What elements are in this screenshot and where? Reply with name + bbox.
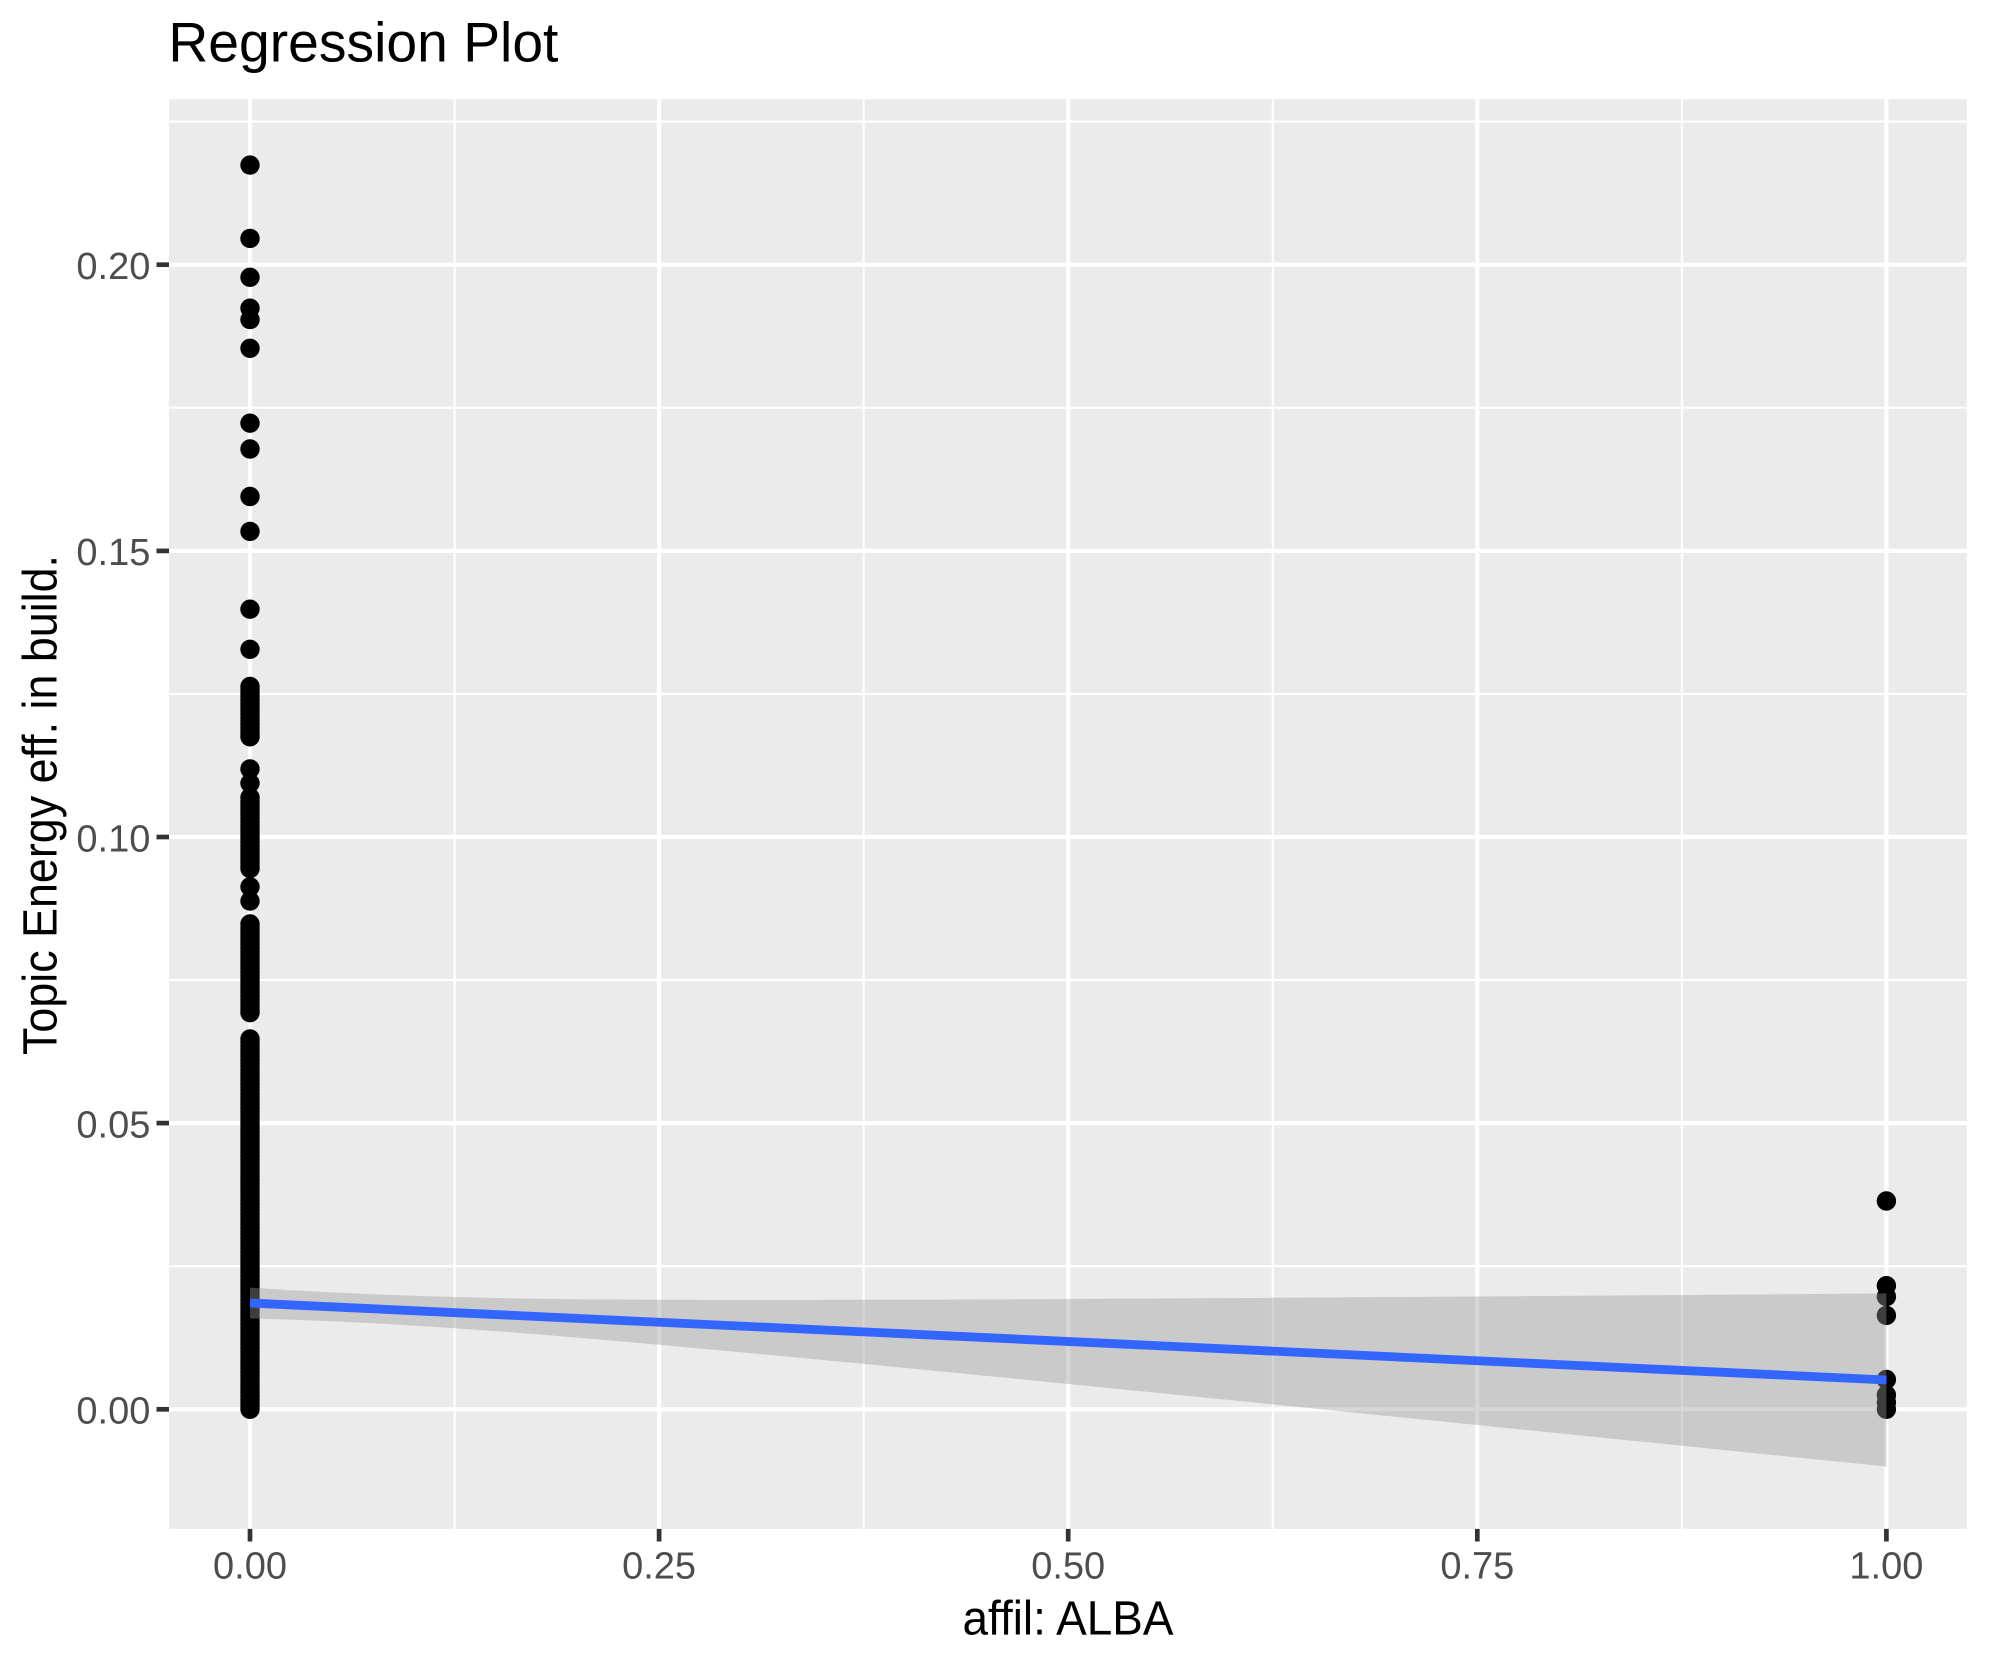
svg-text:0.25: 0.25 bbox=[622, 1545, 696, 1587]
svg-text:0.20: 0.20 bbox=[76, 246, 150, 288]
svg-text:0.15: 0.15 bbox=[76, 532, 150, 574]
svg-text:0.05: 0.05 bbox=[76, 1104, 150, 1146]
svg-text:0.00: 0.00 bbox=[76, 1391, 150, 1433]
svg-text:Regression Plot: Regression Plot bbox=[168, 11, 558, 74]
svg-text:Topic Energy eff. in build.: Topic Energy eff. in build. bbox=[15, 555, 68, 1055]
svg-text:0.75: 0.75 bbox=[1440, 1545, 1514, 1587]
svg-text:affil: ALBA: affil: ALBA bbox=[963, 1593, 1174, 1646]
svg-text:0.10: 0.10 bbox=[76, 818, 150, 860]
svg-text:0.50: 0.50 bbox=[1031, 1545, 1105, 1587]
svg-text:1.00: 1.00 bbox=[1849, 1545, 1923, 1587]
svg-text:0.00: 0.00 bbox=[213, 1545, 287, 1587]
